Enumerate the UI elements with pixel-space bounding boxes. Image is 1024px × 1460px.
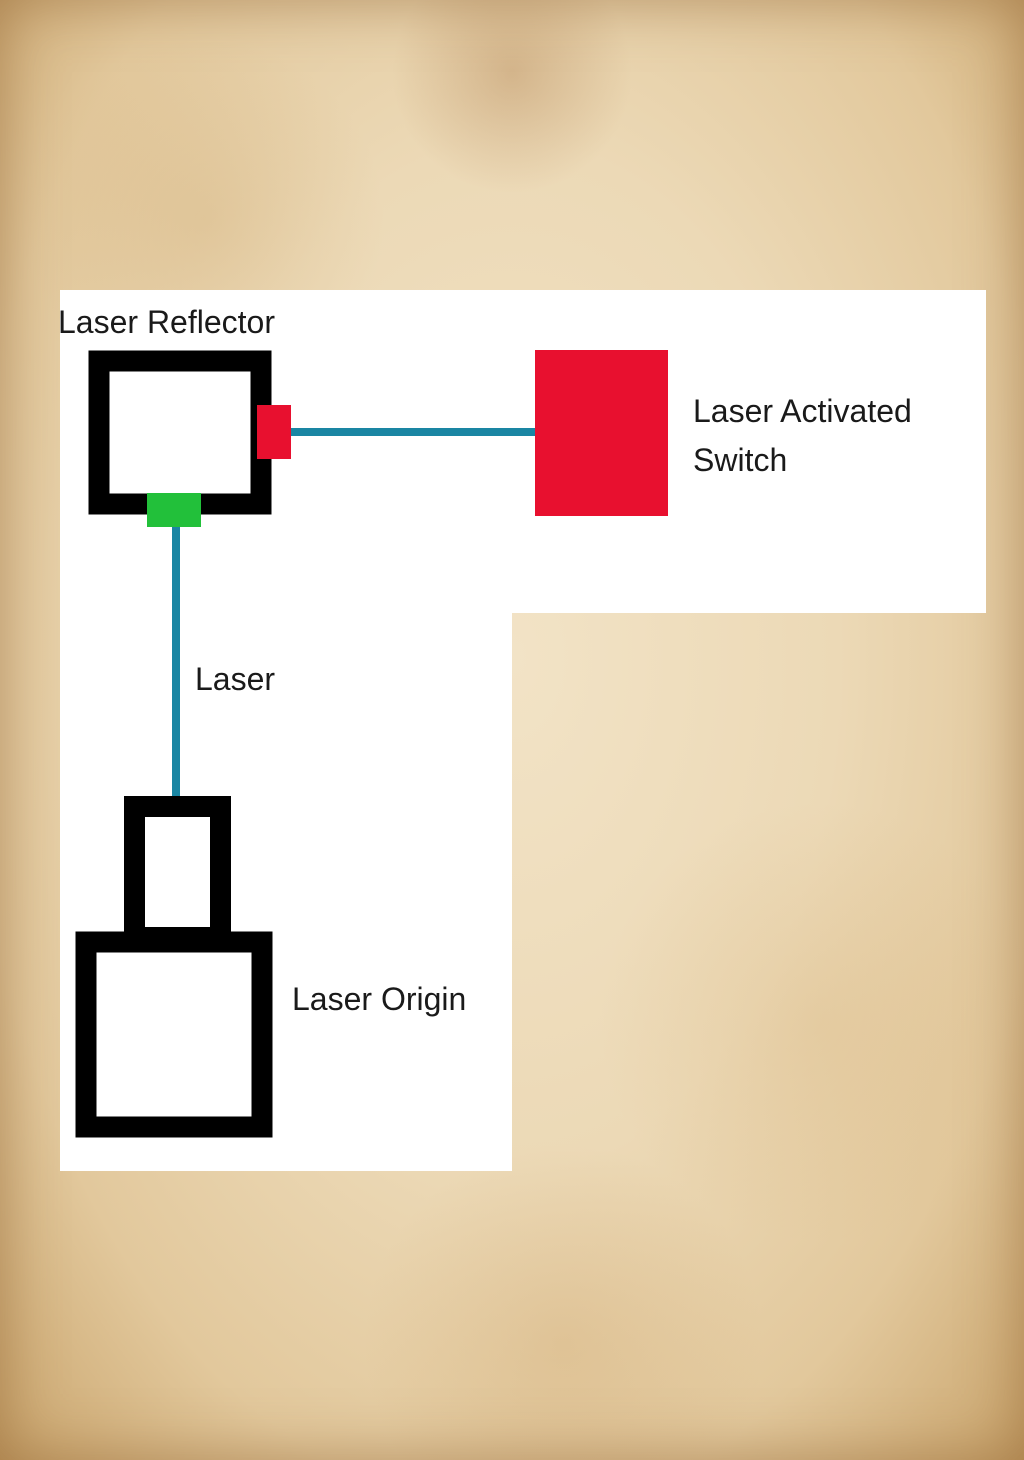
laser-reflector-box (88, 350, 272, 515)
reflector-label: Laser Reflector (58, 304, 275, 340)
switch-label-line2: Switch (693, 442, 788, 478)
laser-origin-body (75, 931, 273, 1138)
laser-origin-nozzle (124, 796, 231, 948)
origin-label: Laser Origin (292, 981, 467, 1017)
reflector-output-port (257, 405, 291, 459)
reflector-input-port (147, 493, 201, 527)
switch-label-line1: Laser Activated (693, 393, 912, 429)
laser-activated-switch (535, 350, 668, 516)
laser-label: Laser (195, 661, 276, 697)
